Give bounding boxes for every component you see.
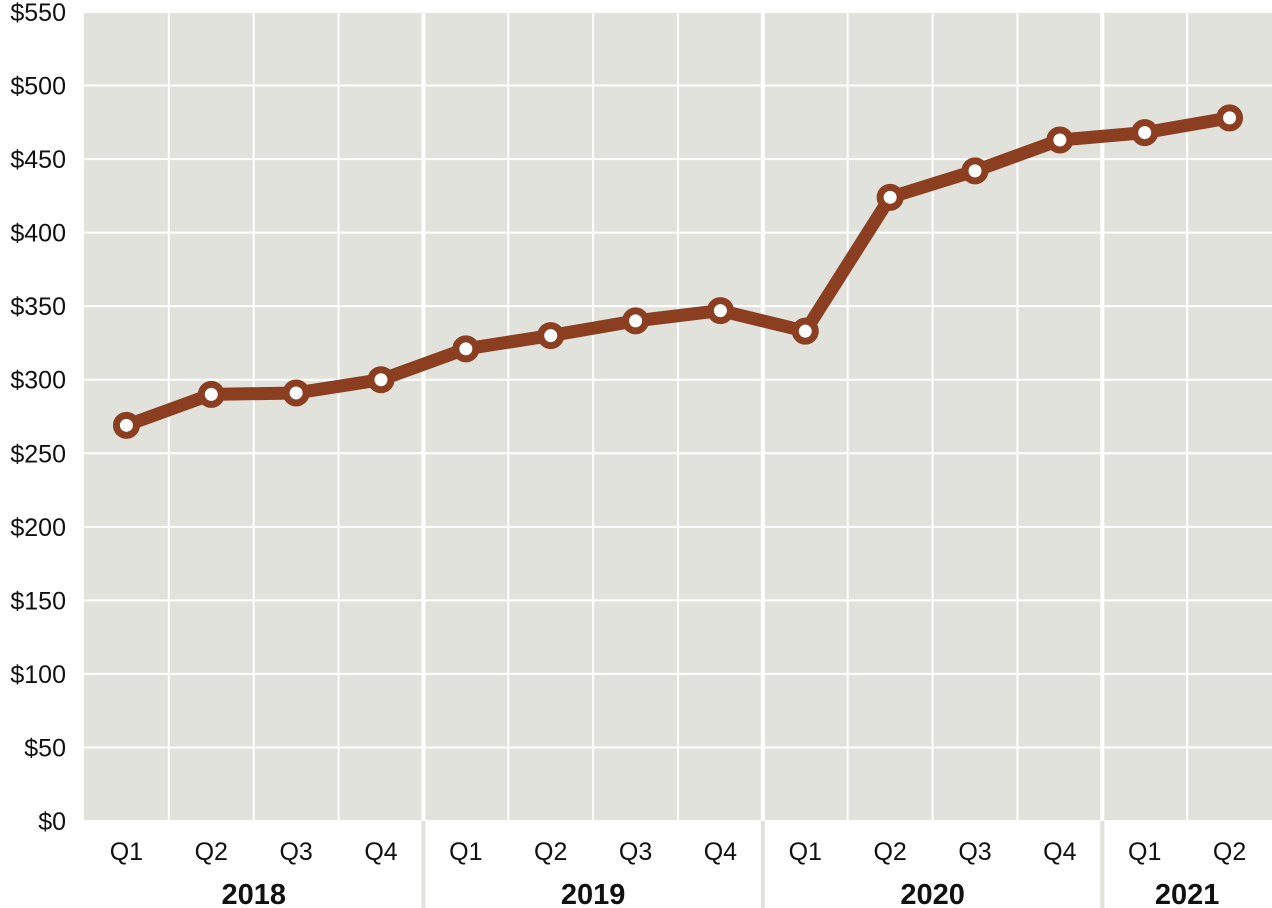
data-point-7: [706, 297, 734, 325]
data-point-5: [537, 322, 565, 350]
data-point-4: [452, 335, 480, 363]
y-tick-label: $250: [10, 440, 66, 468]
y-tick-label: $200: [10, 514, 66, 542]
y-tick-label: $400: [10, 220, 66, 248]
group-divider-2: [760, 821, 765, 908]
y-tick-label: $100: [10, 661, 66, 689]
series-layer: [112, 104, 1244, 439]
year-group-bands: 2018 2019 2020 2021: [221, 821, 1219, 908]
group-divider-3: [1100, 821, 1105, 908]
year-label: 2019: [561, 879, 626, 908]
year-label: 2018: [221, 879, 286, 908]
gridlines: [84, 11, 1272, 822]
data-point-9: [876, 183, 904, 211]
x-tick-label: Q2: [1213, 838, 1246, 866]
data-point-6: [622, 307, 650, 335]
data-point-3: [367, 366, 395, 394]
data-point-11: [1046, 126, 1074, 154]
x-tick-label: Q2: [873, 838, 906, 866]
data-point-0: [112, 411, 140, 439]
data-point-2: [282, 379, 310, 407]
data-point-10: [961, 157, 989, 185]
data-point-1: [197, 380, 225, 408]
y-tick-label: $0: [38, 808, 66, 836]
x-tick-label: Q2: [534, 838, 567, 866]
x-tick-label: Q1: [1128, 838, 1161, 866]
y-axis: $0 $50 $100 $150 $200 $250 $300 $350 $400 $450 $50…: [10, 0, 66, 836]
y-tick-label: $550: [10, 0, 66, 27]
y-tick-label: $500: [10, 73, 66, 101]
y-tick-label: $50: [24, 734, 66, 762]
x-tick-label: Q2: [195, 838, 228, 866]
x-tick-label: Q3: [279, 838, 312, 866]
x-tick-label: Q1: [449, 838, 482, 866]
year-label: 2020: [900, 879, 965, 908]
x-tick-label: Q1: [110, 838, 143, 866]
x-tick-label: Q1: [789, 838, 822, 866]
data-point-13: [1216, 104, 1244, 132]
group-divider-1: [421, 821, 426, 908]
y-tick-label: $300: [10, 367, 66, 395]
series-line-0: [119, 111, 1237, 432]
x-tick-label: Q3: [958, 838, 991, 866]
x-tick-label: Q3: [619, 838, 652, 866]
x-tick-label: Q4: [1043, 838, 1076, 866]
data-point-8: [791, 317, 819, 345]
x-axis: Q1 Q2 Q3 Q4 Q1 Q2 Q3 Q4 Q1 Q2 Q3 Q4 Q1 Q2: [110, 838, 1247, 866]
x-tick-label: Q4: [704, 838, 737, 866]
data-point-12: [1131, 119, 1159, 147]
x-tick-label: Q4: [364, 838, 397, 866]
y-tick-label: $350: [10, 293, 66, 321]
year-label: 2021: [1155, 879, 1220, 908]
y-tick-label: $150: [10, 587, 66, 615]
y-tick-label: $450: [10, 146, 66, 174]
